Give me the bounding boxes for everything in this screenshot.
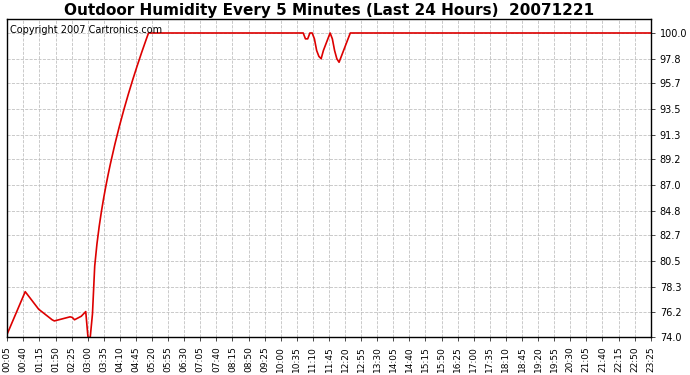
Text: Copyright 2007 Cartronics.com: Copyright 2007 Cartronics.com bbox=[10, 25, 163, 35]
Title: Outdoor Humidity Every 5 Minutes (Last 24 Hours)  20071221: Outdoor Humidity Every 5 Minutes (Last 2… bbox=[64, 3, 594, 18]
